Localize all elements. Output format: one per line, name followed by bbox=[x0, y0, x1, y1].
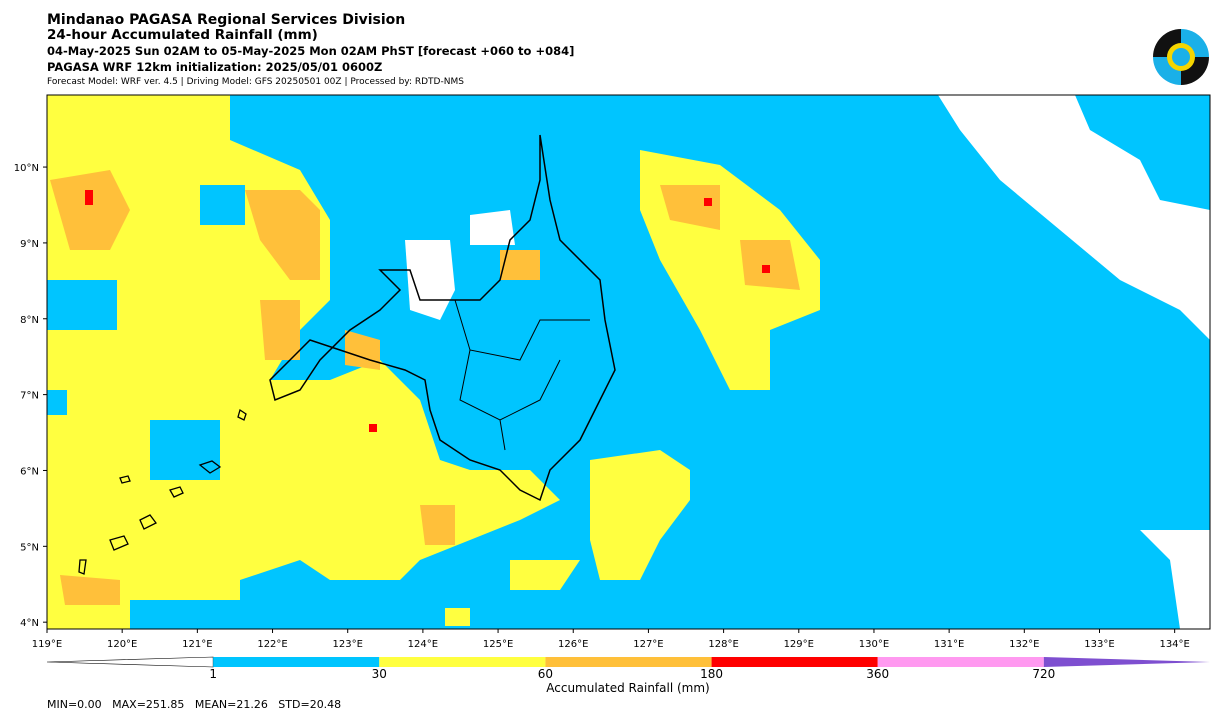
title: Mindanao PAGASA Regional Services Divisi… bbox=[47, 12, 405, 28]
colorbar-segment bbox=[711, 657, 878, 667]
logo bbox=[1153, 29, 1209, 85]
x-tick-label: 133°E bbox=[1084, 639, 1114, 650]
colorbar-tick-label: 720 bbox=[1032, 667, 1055, 681]
x-tick-label: 122°E bbox=[257, 639, 287, 650]
y-tick-label: 9°N bbox=[20, 239, 39, 250]
x-tick-label: 126°E bbox=[558, 639, 588, 650]
x-tick-label: 127°E bbox=[633, 639, 663, 650]
colorbar-tick-label: 60 bbox=[538, 667, 553, 681]
colorbar-tick-label: 180 bbox=[700, 667, 723, 681]
colorbar-label: Accumulated Rainfall (mm) bbox=[546, 681, 709, 695]
colorbar-tick-label: 30 bbox=[372, 667, 387, 681]
x-tick-label: 123°E bbox=[333, 639, 363, 650]
x-tick-label: 120°E bbox=[107, 639, 137, 650]
x-tick-label: 125°E bbox=[483, 639, 513, 650]
colorbar-over bbox=[1043, 657, 1210, 667]
colorbar-segment bbox=[213, 657, 380, 667]
x-tick-label: 134°E bbox=[1159, 639, 1189, 650]
subtitle: 24-hour Accumulated Rainfall (mm) bbox=[47, 27, 318, 43]
colorbar-segment bbox=[379, 657, 546, 667]
init: PAGASA WRF 12km initialization: 2025/05/… bbox=[47, 60, 382, 74]
x-tick-label: 121°E bbox=[182, 639, 212, 650]
stats: MIN=0.00 MAX=251.85 MEAN=21.26 STD=20.48 bbox=[47, 698, 341, 711]
y-tick-label: 8°N bbox=[20, 315, 39, 326]
x-tick-label: 131°E bbox=[934, 639, 964, 650]
y-tick-label: 7°N bbox=[20, 391, 39, 402]
model-info: Forecast Model: WRF ver. 4.5 | Driving M… bbox=[47, 77, 464, 87]
x-tick-label: 132°E bbox=[1009, 639, 1039, 650]
x-tick-label: 124°E bbox=[408, 639, 438, 650]
y-tick-label: 5°N bbox=[20, 542, 39, 553]
x-tick-label: 130°E bbox=[859, 639, 889, 650]
y-tick-label: 4°N bbox=[20, 618, 39, 629]
colorbar-segment bbox=[877, 657, 1044, 667]
y-tick-label: 10°N bbox=[14, 163, 39, 174]
rainfall-map bbox=[47, 95, 1210, 629]
period: 04-May-2025 Sun 02AM to 05-May-2025 Mon … bbox=[47, 44, 574, 58]
x-tick-label: 128°E bbox=[708, 639, 738, 650]
x-tick-label: 129°E bbox=[784, 639, 814, 650]
colorbar-segment bbox=[545, 657, 712, 667]
y-tick-label: 6°N bbox=[20, 466, 39, 477]
map-frame bbox=[46, 94, 1211, 630]
colorbar-under bbox=[46, 656, 214, 668]
colorbar-tick-label: 1 bbox=[209, 667, 217, 681]
colorbar-tick-label: 360 bbox=[866, 667, 889, 681]
x-tick-label: 119°E bbox=[32, 639, 62, 650]
